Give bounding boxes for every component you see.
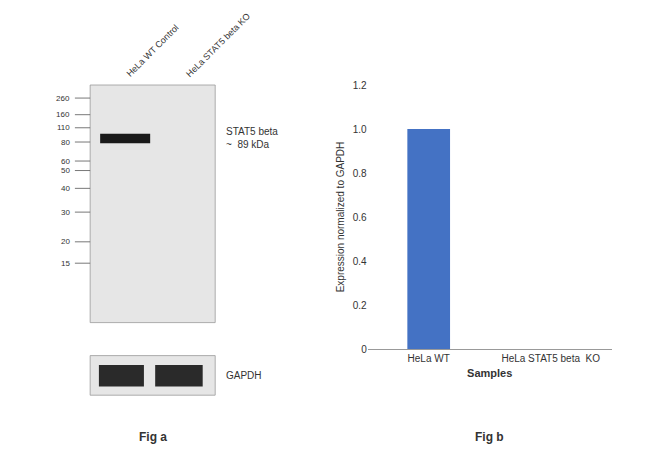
svg-text:0.2: 0.2 bbox=[353, 300, 367, 311]
svg-text:HeLa WT Control: HeLa WT Control bbox=[125, 23, 181, 79]
svg-text:Samples: Samples bbox=[467, 367, 512, 379]
svg-text:0.6: 0.6 bbox=[353, 212, 367, 223]
svg-text:0: 0 bbox=[361, 344, 367, 355]
svg-text:HeLa WT: HeLa WT bbox=[408, 353, 450, 364]
svg-text:0.8: 0.8 bbox=[353, 168, 367, 179]
svg-text:110: 110 bbox=[57, 123, 70, 132]
svg-text:80: 80 bbox=[61, 138, 70, 147]
svg-text:15: 15 bbox=[61, 259, 70, 268]
svg-text:Fig b: Fig b bbox=[475, 430, 504, 444]
svg-text:40: 40 bbox=[61, 184, 70, 193]
svg-text:Fig a: Fig a bbox=[139, 430, 167, 444]
svg-text:0.4: 0.4 bbox=[353, 256, 367, 267]
svg-text:Expression normalized to GAPDH: Expression normalized to GAPDH bbox=[335, 142, 346, 293]
svg-text:STAT5 beta~ 89 kDa: STAT5 beta~ 89 kDa bbox=[226, 126, 278, 150]
svg-text:HeLa STAT5 beta KO: HeLa STAT5 beta KO bbox=[184, 11, 252, 79]
svg-text:GAPDH: GAPDH bbox=[226, 370, 262, 381]
svg-text:60: 60 bbox=[61, 157, 70, 166]
svg-text:260: 260 bbox=[56, 94, 70, 103]
svg-text:1.0: 1.0 bbox=[353, 124, 367, 135]
svg-text:160: 160 bbox=[56, 110, 70, 119]
svg-text:20: 20 bbox=[61, 237, 70, 246]
svg-text:1.2: 1.2 bbox=[353, 80, 367, 91]
svg-text:30: 30 bbox=[61, 208, 70, 217]
svg-text:50: 50 bbox=[61, 166, 70, 175]
svg-text:HeLa STAT5 beta KO: HeLa STAT5 beta KO bbox=[501, 353, 600, 364]
